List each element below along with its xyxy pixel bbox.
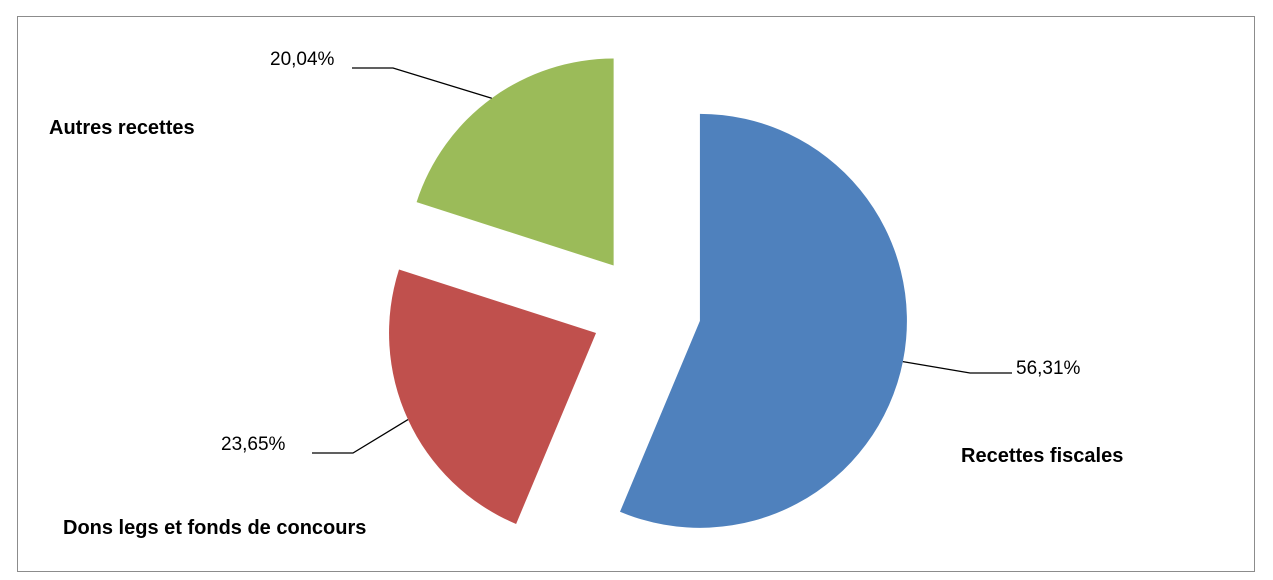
slice-autres-recettes-category-label: Autres recettes <box>49 117 195 139</box>
slice-recettes-fiscales-leader-line <box>902 360 1012 374</box>
slice-dons-legs-value-label: 23,65% <box>221 434 286 455</box>
slice-autres-recettes-leader-line <box>352 67 492 99</box>
slice-dons-legs <box>389 269 597 524</box>
pie-slices <box>389 58 907 528</box>
slice-recettes-fiscales-category-label: Recettes fiscales <box>961 445 1123 467</box>
slice-recettes-fiscales-value-label: 56,31% <box>1016 358 1081 379</box>
slice-dons-legs-leader-line <box>312 418 409 454</box>
leader-lines <box>312 67 1012 454</box>
slice-dons-legs-category-label: Dons legs et fonds de concours <box>63 517 366 539</box>
slice-recettes-fiscales <box>619 113 907 528</box>
slice-autres-recettes <box>416 58 614 266</box>
slice-autres-recettes-value-label: 20,04% <box>270 49 335 70</box>
